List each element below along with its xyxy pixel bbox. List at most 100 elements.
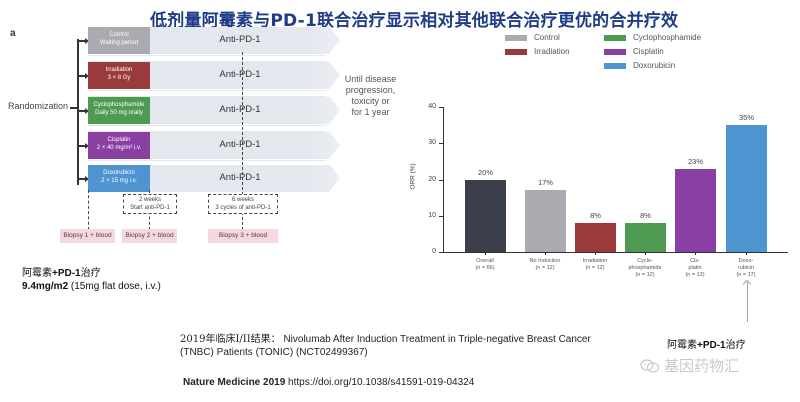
y-axis-label: ORR (%): [409, 163, 417, 190]
y-tick: [439, 215, 443, 217]
pointer-combo: +PD-1: [697, 340, 726, 351]
bar-value-label: 35%: [738, 113, 754, 123]
timeline-line-1: [88, 190, 89, 230]
x-category-line: Cyclo-: [637, 258, 653, 264]
legend-swatch: [505, 48, 527, 55]
slide-title: 低剂量阿霉素与PD-1联合治疗显示相对其他联合治疗更优的合并疗效: [150, 11, 679, 31]
biopsy-1: Biopsy 1 + blood: [60, 229, 115, 243]
band-chevron-icon: [330, 27, 340, 53]
bar: [465, 179, 506, 252]
arm-name: Cyclophosphamide: [93, 102, 145, 108]
arm-box-doxorubicin: Doxorubicin 2 × 15 mg i.v.: [88, 165, 150, 192]
arm-box-cyclophosphamide: Cyclophosphamide Daily 50 mg orally: [88, 97, 150, 124]
bar: [675, 168, 716, 252]
clinical-trial-note: 2019年临床I/II结果： Nivolumab After Induction…: [180, 333, 610, 359]
legend-item-irradiation: Irradiation: [505, 47, 570, 56]
duration-line: progression,: [345, 85, 396, 95]
arm-detail: 3 × 8 Gy: [107, 75, 131, 81]
arm-box-control: Control Waiting period: [88, 27, 150, 54]
arm-arrow-icon: [77, 108, 89, 113]
pointer-treatment: 治疗: [725, 340, 746, 351]
y-tick: [439, 107, 443, 108]
x-tick: [746, 252, 747, 255]
bar-value-label: 20%: [477, 167, 493, 177]
x-category-line: Cis-: [690, 258, 700, 264]
watermark: 基因药物汇: [640, 355, 739, 376]
arm-treatment-band: Anti-PD-1: [150, 27, 330, 54]
x-category-line: rubicin: [737, 265, 755, 271]
dose-note-combo: +PD-1: [52, 268, 81, 279]
x-category-line: Overall: [476, 258, 494, 264]
randomization-connector: [70, 107, 78, 109]
pointer-arrow-icon: [747, 282, 748, 322]
x-category-line: (n = 12): [585, 265, 605, 271]
arm-detail: Waiting period: [99, 40, 139, 46]
timepoint-2-weeks: 2 weeks Start anti-PD-1: [123, 194, 177, 214]
legend-swatch: [604, 34, 626, 41]
timepoint-line: 3 cycles of anti-PD-1: [215, 205, 271, 211]
bar: [726, 125, 767, 252]
x-tick: [645, 252, 646, 255]
y-tick: [439, 179, 443, 181]
arm-treatment-band: Anti-PD-1: [150, 132, 330, 159]
arm-separator: [88, 55, 326, 62]
legend-label: Doxorubicin: [633, 61, 676, 70]
clinical-text: Nivolumab After Induction Treatment in T…: [180, 334, 591, 358]
x-axis: [443, 252, 788, 253]
timepoint-line: Start anti-PD-1: [130, 205, 170, 211]
arm-name: Doxorubicin: [103, 170, 135, 176]
arm-name: Cisplatin: [107, 137, 131, 143]
citation-doi-link[interactable]: https://doi.org/10.1038/s41591-019-04324: [285, 377, 475, 388]
x-category-line: (n = 17): [736, 272, 756, 278]
arm-arrow-icon: [77, 38, 89, 43]
arm-detail: Daily 50 mg orally: [95, 110, 143, 116]
duration-line: Until disease: [344, 74, 397, 84]
arm-box-cisplatin: Cisplatin 2 × 40 mg/m² i.v.: [88, 132, 150, 159]
dose-value: 9.4mg/m2: [22, 281, 69, 292]
arm-treatment-label: Anti-PD-1: [219, 69, 261, 80]
x-category-line: (n = 66): [475, 265, 495, 271]
arm-treatment-label: Anti-PD-1: [219, 34, 261, 45]
legend-label: Cyclophosphamide: [633, 33, 702, 42]
arm-name: Control: [109, 32, 129, 38]
band-chevron-icon: [330, 165, 340, 191]
x-tick: [595, 252, 596, 255]
x-tick: [545, 252, 546, 255]
duration-note: Until disease progression, toxicity or f…: [333, 74, 408, 118]
x-category-label: Doxo-rubicin (n = 17): [718, 258, 774, 279]
x-category-line: phosphamide: [628, 265, 662, 271]
legend-label: Irradiation: [534, 47, 570, 56]
x-category-label: Irradiation (n = 12): [567, 258, 623, 272]
bar: [525, 190, 566, 252]
bar: [575, 223, 616, 252]
dose-note-drug: 阿霉素: [22, 268, 52, 279]
y-tick-label: 30: [428, 139, 436, 147]
pointer-drug: 阿霉素: [667, 340, 697, 351]
arm-treatment-label: Anti-PD-1: [219, 172, 261, 183]
y-tick: [439, 143, 443, 145]
x-tick: [695, 252, 696, 255]
biopsy-3: Biopsy 3 + blood: [208, 229, 278, 243]
x-category-line: Irradiation: [582, 258, 608, 264]
chart-legend: Control Irradiation Cyclophosphamide Cis…: [505, 33, 795, 73]
arm-box-irradiation: Irradiation 3 × 8 Gy: [88, 62, 150, 89]
legend-item-cyclophosphamide: Cyclophosphamide: [604, 33, 701, 42]
x-category-line: (n = 12): [635, 272, 655, 278]
arm-treatment-band: Anti-PD-1: [150, 62, 330, 89]
clinical-prefix: 2019年临床I/II结果：: [180, 334, 281, 345]
wechat-icon: [640, 358, 660, 373]
dose-detail: (15mg flat dose, i.v.): [68, 281, 161, 292]
x-category-label: Cis-platin (n = 13): [667, 258, 723, 279]
arm-detail: 2 × 15 mg i.v.: [101, 178, 137, 184]
randomization-label: Randomization: [8, 101, 69, 111]
arm-arrow-icon: [77, 176, 89, 181]
bar-value-label: 23%: [687, 156, 703, 166]
band-chevron-icon: [330, 132, 340, 158]
citation: Nature Medicine 2019 https://doi.org/10.…: [183, 377, 474, 388]
bar: [625, 223, 666, 252]
arm-detail: 2 × 40 mg/m² i.v.: [96, 145, 142, 151]
legend-swatch: [604, 48, 626, 55]
y-tick-label: 20: [428, 175, 436, 183]
legend-item-doxorubicin: Doxorubicin: [604, 61, 675, 70]
duration-line: for 1 year: [351, 107, 390, 117]
